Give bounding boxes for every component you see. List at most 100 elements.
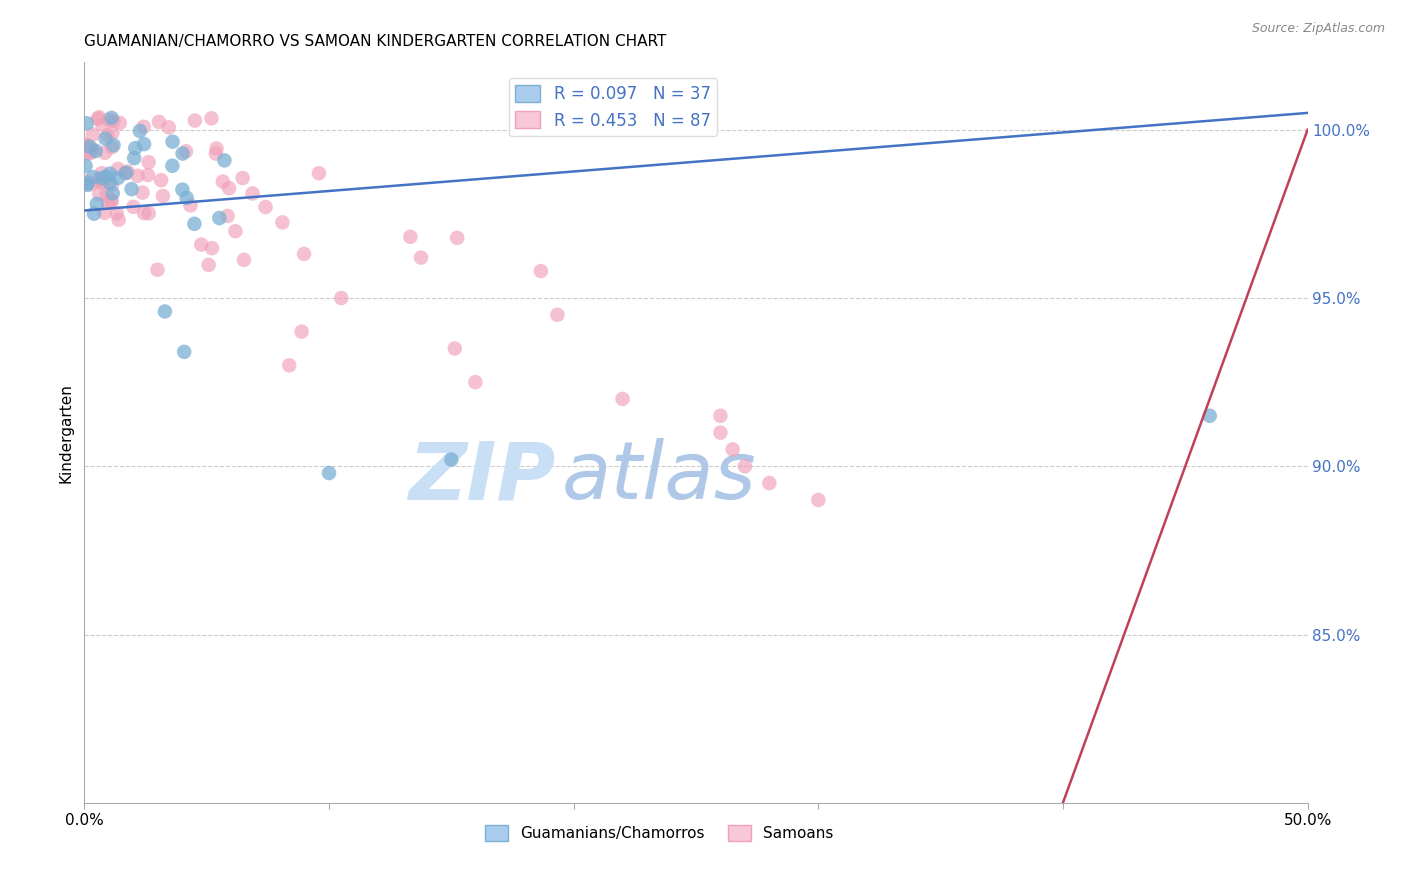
- Point: [291, 325, 314, 339]
- Point: [124, 141, 146, 155]
- Point: [399, 229, 422, 244]
- Point: [146, 262, 169, 277]
- Point: [94, 206, 117, 220]
- Point: [76, 116, 98, 130]
- Point: [224, 224, 246, 238]
- Point: [440, 452, 463, 467]
- Point: [208, 211, 231, 225]
- Point: [709, 409, 731, 423]
- Point: [122, 151, 145, 165]
- Point: [184, 113, 207, 128]
- Point: [153, 304, 176, 318]
- Point: [107, 212, 129, 227]
- Point: [242, 186, 264, 201]
- Point: [136, 168, 159, 182]
- Point: [80, 142, 103, 156]
- Point: [108, 116, 131, 130]
- Point: [101, 126, 124, 140]
- Point: [117, 164, 139, 178]
- Point: [205, 146, 228, 161]
- Point: [75, 139, 97, 153]
- Point: [138, 155, 160, 169]
- Point: [96, 187, 118, 202]
- Text: atlas: atlas: [561, 438, 756, 516]
- Point: [218, 181, 240, 195]
- Point: [176, 191, 198, 205]
- Point: [292, 247, 315, 261]
- Text: Source: ZipAtlas.com: Source: ZipAtlas.com: [1251, 22, 1385, 36]
- Y-axis label: Kindergarten: Kindergarten: [58, 383, 73, 483]
- Point: [94, 131, 117, 145]
- Point: [107, 161, 129, 176]
- Point: [75, 144, 97, 158]
- Point: [75, 137, 97, 152]
- Point: [98, 176, 121, 190]
- Point: [612, 392, 634, 406]
- Point: [82, 128, 104, 142]
- Point: [308, 166, 330, 180]
- Point: [115, 166, 138, 180]
- Point: [75, 174, 97, 188]
- Point: [318, 466, 340, 480]
- Point: [107, 170, 129, 185]
- Point: [721, 442, 744, 457]
- Point: [127, 169, 149, 183]
- Point: [87, 173, 110, 187]
- Text: GUAMANIAN/CHAMORRO VS SAMOAN KINDERGARTEN CORRELATION CHART: GUAMANIAN/CHAMORRO VS SAMOAN KINDERGARTE…: [84, 34, 666, 49]
- Point: [82, 170, 104, 185]
- Point: [173, 344, 195, 359]
- Point: [131, 186, 153, 200]
- Point: [97, 195, 120, 210]
- Point: [79, 139, 101, 153]
- Point: [546, 308, 568, 322]
- Point: [90, 166, 112, 180]
- Point: [114, 166, 136, 180]
- Point: [75, 159, 97, 173]
- Point: [100, 140, 122, 154]
- Point: [183, 217, 205, 231]
- Point: [232, 171, 254, 186]
- Point: [212, 175, 235, 189]
- Point: [443, 342, 465, 356]
- Point: [94, 145, 117, 160]
- Point: [530, 264, 553, 278]
- Point: [121, 182, 143, 196]
- Point: [101, 186, 124, 201]
- Point: [96, 128, 118, 143]
- Point: [179, 198, 201, 212]
- Point: [132, 137, 155, 152]
- Point: [100, 194, 122, 208]
- Point: [138, 206, 160, 220]
- Point: [233, 252, 256, 267]
- Point: [1198, 409, 1220, 423]
- Point: [96, 169, 118, 184]
- Point: [172, 146, 194, 161]
- Text: ZIP: ZIP: [408, 438, 555, 516]
- Point: [91, 171, 114, 186]
- Point: [100, 193, 122, 207]
- Point: [214, 153, 236, 168]
- Point: [205, 141, 228, 155]
- Point: [101, 178, 124, 192]
- Point: [87, 110, 110, 124]
- Point: [91, 118, 114, 132]
- Point: [75, 146, 97, 161]
- Point: [86, 197, 108, 211]
- Point: [162, 159, 184, 173]
- Point: [103, 114, 125, 128]
- Point: [89, 187, 111, 202]
- Point: [76, 178, 98, 192]
- Point: [271, 215, 294, 229]
- Point: [200, 112, 222, 126]
- Point: [132, 206, 155, 220]
- Point: [709, 425, 731, 440]
- Point: [464, 375, 486, 389]
- Point: [87, 112, 110, 126]
- Point: [90, 175, 112, 189]
- Point: [80, 143, 103, 157]
- Point: [446, 231, 468, 245]
- Point: [105, 206, 128, 220]
- Point: [148, 115, 170, 129]
- Point: [172, 183, 194, 197]
- Point: [197, 258, 219, 272]
